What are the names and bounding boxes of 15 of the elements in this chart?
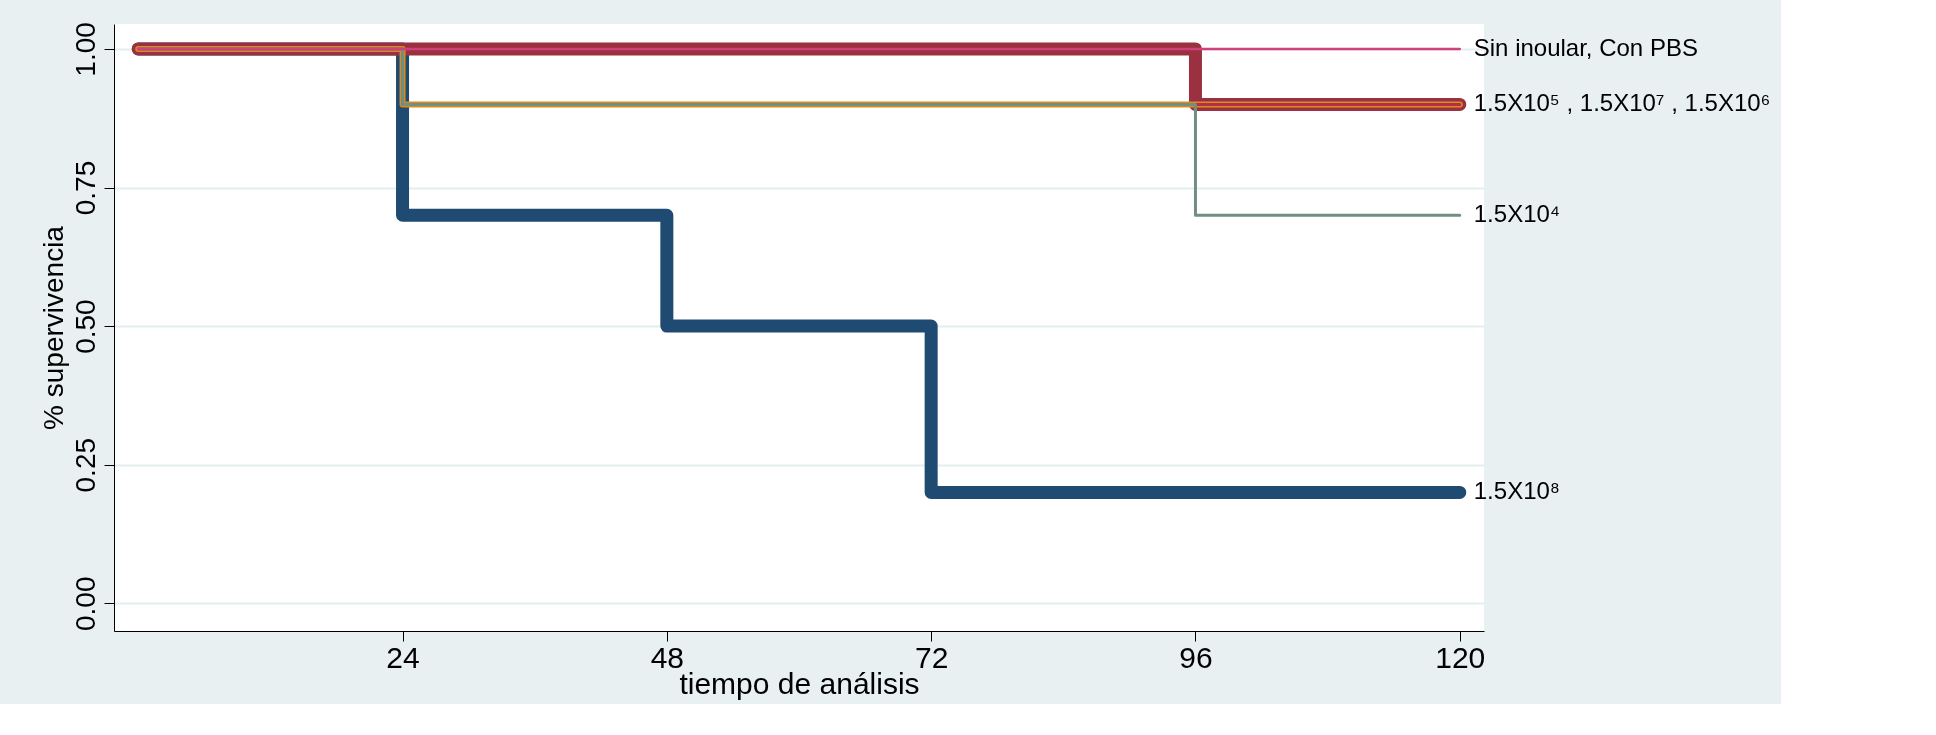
x-tick-label: 96: [1179, 640, 1213, 674]
x-tick-label: 48: [650, 640, 685, 674]
x-tick-label: 24: [386, 640, 420, 674]
y-tick-label: 0.75: [69, 160, 101, 216]
series-label: 1.5X10⁴: [1473, 200, 1561, 228]
series-label: 1.5X10⁸: [1473, 477, 1560, 505]
x-tick-label: 72: [914, 640, 949, 674]
y-axis-title: % supervivencia: [37, 225, 69, 430]
series-label: Sin inoular, Con PBS: [1473, 33, 1698, 61]
y-tick-label: 0.00: [69, 576, 101, 632]
y-tick-label: 0.25: [69, 437, 101, 493]
y-tick-label: 1.00: [69, 22, 101, 77]
series-label: 1.5X10⁵ , 1.5X10⁷ , 1.5X10⁶: [1473, 89, 1771, 117]
y-tick-label: 0.50: [69, 299, 101, 354]
x-tick-label: 120: [1435, 640, 1486, 674]
